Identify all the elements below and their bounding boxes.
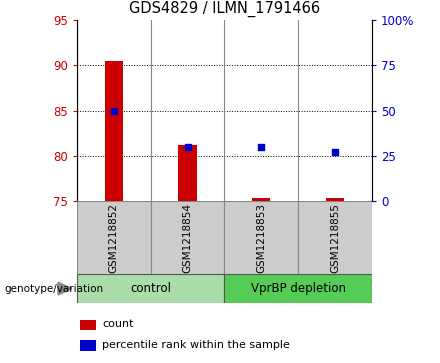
Bar bbox=[80, 340, 96, 351]
Text: GSM1218853: GSM1218853 bbox=[256, 203, 266, 273]
Point bbox=[331, 150, 338, 155]
Text: percentile rank within the sample: percentile rank within the sample bbox=[102, 340, 290, 350]
Bar bbox=[224, 274, 372, 303]
Bar bbox=[224, 201, 298, 274]
Title: GDS4829 / ILMN_1791466: GDS4829 / ILMN_1791466 bbox=[129, 1, 320, 17]
Bar bbox=[298, 201, 372, 274]
Text: GSM1218855: GSM1218855 bbox=[330, 203, 340, 273]
Polygon shape bbox=[58, 282, 72, 295]
Text: genotype/variation: genotype/variation bbox=[4, 284, 103, 294]
Text: count: count bbox=[102, 319, 134, 330]
Bar bbox=[326, 198, 344, 201]
Bar bbox=[105, 61, 123, 201]
Bar bbox=[178, 145, 197, 201]
Bar bbox=[252, 198, 271, 201]
Bar bbox=[77, 274, 224, 303]
Point bbox=[184, 144, 191, 150]
Text: VprBP depletion: VprBP depletion bbox=[251, 282, 345, 295]
Point bbox=[258, 144, 265, 150]
Bar bbox=[80, 320, 96, 330]
Bar bbox=[77, 201, 150, 274]
Point bbox=[110, 108, 117, 114]
Text: GSM1218852: GSM1218852 bbox=[109, 203, 119, 273]
Text: control: control bbox=[130, 282, 171, 295]
Text: GSM1218854: GSM1218854 bbox=[183, 203, 193, 273]
Bar bbox=[150, 201, 224, 274]
